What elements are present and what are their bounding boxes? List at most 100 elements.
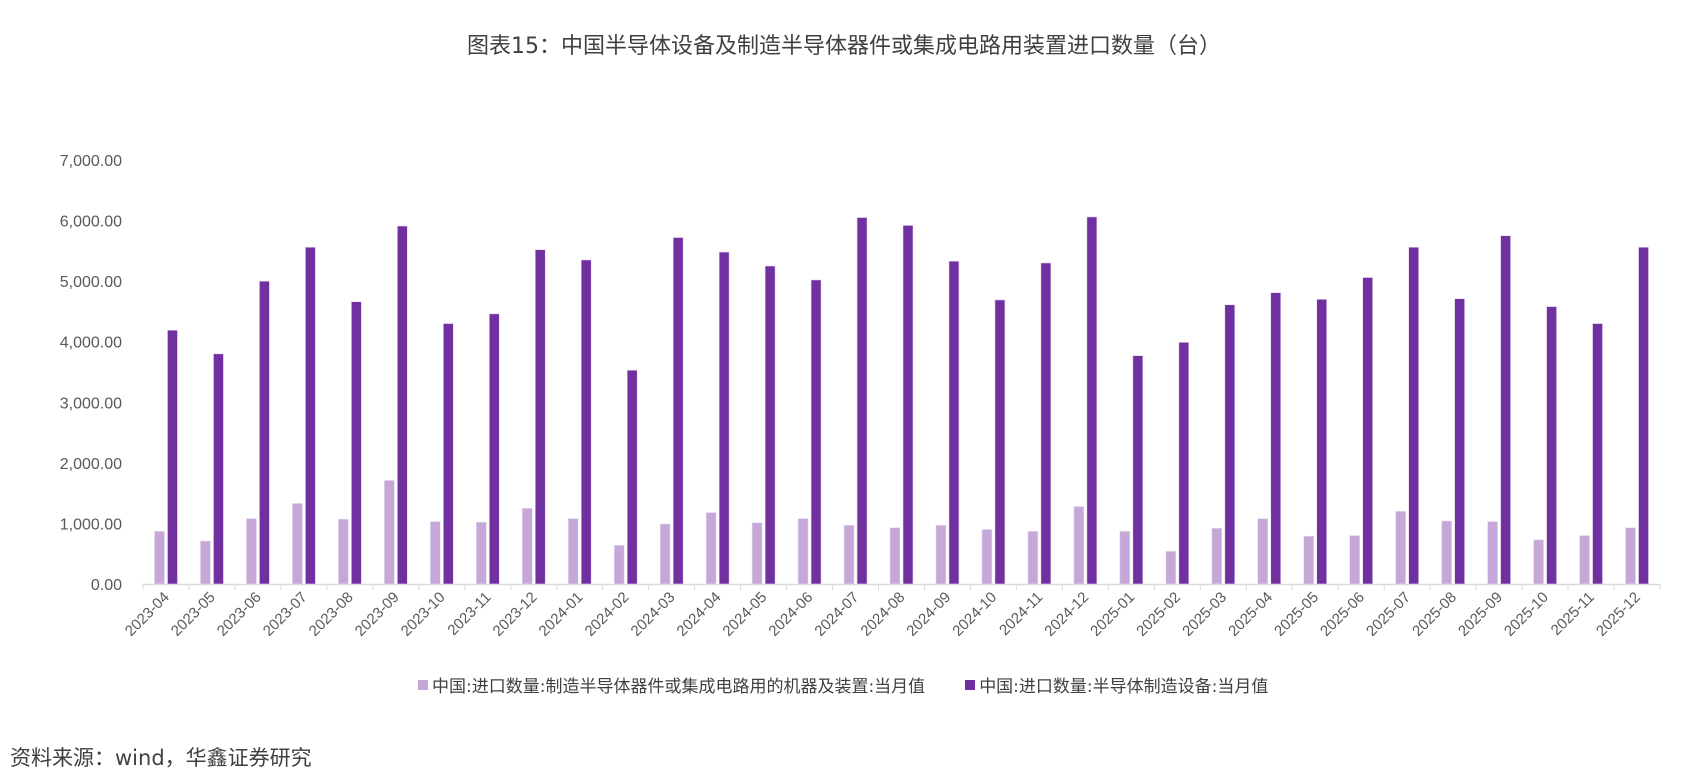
bar-devices bbox=[1165, 550, 1177, 585]
bar-equipment bbox=[948, 260, 960, 585]
x-tick-label: 2023-06 bbox=[214, 589, 265, 640]
x-tick-label: 2025-09 bbox=[1455, 589, 1506, 640]
bar-equipment bbox=[1270, 292, 1282, 585]
x-tick-label: 2024-08 bbox=[857, 589, 908, 640]
bar-equipment bbox=[167, 329, 178, 585]
x-tick-label: 2025-11 bbox=[1548, 589, 1598, 639]
bar-devices bbox=[200, 540, 211, 585]
x-tick-label: 2025-12 bbox=[1593, 589, 1644, 640]
y-tick-label: 1,000.00 bbox=[60, 516, 122, 533]
bar-devices bbox=[1027, 531, 1039, 585]
bar-devices bbox=[1625, 527, 1636, 585]
x-tick-label: 2025-07 bbox=[1363, 589, 1414, 640]
source-note: 资料来源：wind，华鑫证券研究 bbox=[10, 746, 312, 770]
bar-devices bbox=[154, 531, 165, 585]
x-tick-label: 2025-05 bbox=[1271, 589, 1322, 640]
x-tick-label: 2024-03 bbox=[628, 589, 679, 640]
bar-equipment bbox=[856, 217, 868, 585]
bar-equipment bbox=[902, 225, 914, 585]
x-tick-label: 2024-11 bbox=[996, 589, 1046, 639]
bar-devices bbox=[475, 521, 487, 585]
bar-devices bbox=[797, 518, 809, 585]
bar-devices bbox=[1211, 527, 1223, 585]
bar-equipment bbox=[488, 313, 500, 585]
bar-devices bbox=[246, 518, 257, 585]
bar-equipment bbox=[1316, 299, 1328, 585]
bar-equipment bbox=[994, 299, 1006, 585]
legend-item-equipment: 中国:进口数量:半导体制造设备:当月值 bbox=[965, 672, 1268, 697]
x-tick-label: 2024-01 bbox=[536, 589, 587, 640]
y-tick-label: 3,000.00 bbox=[60, 395, 122, 412]
bar-devices bbox=[613, 544, 625, 585]
x-tick-label: 2023-07 bbox=[260, 589, 311, 640]
y-tick-label: 2,000.00 bbox=[60, 456, 122, 473]
bar-devices bbox=[935, 524, 947, 585]
bar-devices bbox=[705, 512, 717, 585]
bar-devices bbox=[338, 518, 349, 585]
y-tick-label: 5,000.00 bbox=[60, 274, 122, 291]
bar-equipment bbox=[718, 251, 730, 585]
x-tick-label: 2025-03 bbox=[1179, 589, 1230, 640]
bar-equipment bbox=[1546, 306, 1557, 585]
bar-equipment bbox=[1178, 342, 1190, 585]
legend: 中国:进口数量:制造半导体器件或集成电路用的机器及装置:当月值 中国:进口数量:… bbox=[418, 672, 1268, 697]
bar-equipment bbox=[810, 279, 822, 585]
bar-equipment bbox=[672, 237, 684, 585]
legend-swatch-light bbox=[418, 679, 428, 690]
bar-devices bbox=[889, 527, 901, 585]
bar-devices bbox=[659, 523, 671, 585]
x-tick-label: 2024-06 bbox=[765, 589, 816, 640]
x-tick-label: 2025-08 bbox=[1409, 589, 1460, 640]
x-tick-label: 2025-01 bbox=[1087, 589, 1138, 640]
x-tick-label: 2023-09 bbox=[352, 589, 403, 640]
bar-equipment bbox=[626, 369, 638, 585]
x-tick-label: 2023-04 bbox=[122, 589, 173, 640]
bar-devices bbox=[1579, 535, 1590, 585]
bar-equipment bbox=[534, 249, 546, 585]
bar-equipment bbox=[1592, 323, 1603, 585]
x-tick-label: 2024-02 bbox=[582, 589, 633, 640]
y-tick-label: 7,000.00 bbox=[60, 153, 122, 170]
bar-equipment bbox=[259, 280, 270, 585]
bar-devices bbox=[1257, 518, 1269, 585]
x-tick-label: 2023-12 bbox=[490, 589, 541, 640]
bar-devices bbox=[1441, 520, 1452, 585]
bar-devices bbox=[1303, 535, 1315, 585]
x-tick-label: 2024-07 bbox=[811, 589, 862, 640]
bar-equipment bbox=[443, 323, 454, 585]
bar-devices bbox=[430, 521, 441, 585]
bar-equipment bbox=[1362, 277, 1373, 585]
bar-devices bbox=[384, 480, 395, 585]
bar-equipment bbox=[1132, 355, 1144, 585]
legend-swatch-dark bbox=[965, 679, 976, 690]
x-tick-label: 2025-06 bbox=[1317, 589, 1368, 640]
x-tick-label: 2023-08 bbox=[306, 589, 357, 640]
x-tick-label: 2024-04 bbox=[673, 589, 724, 640]
bar-equipment bbox=[1040, 262, 1052, 585]
x-tick-label: 2025-02 bbox=[1133, 589, 1184, 640]
bar-equipment bbox=[1408, 246, 1419, 585]
legend-label: 中国:进口数量:半导体制造设备:当月值 bbox=[979, 677, 1269, 697]
bar-devices bbox=[981, 529, 993, 585]
bar-devices bbox=[521, 507, 533, 585]
bar-equipment bbox=[1224, 304, 1236, 585]
legend-item-devices: 中国:进口数量:制造半导体器件或集成电路用的机器及装置:当月值 bbox=[418, 672, 925, 697]
bar-equipment bbox=[1086, 216, 1098, 585]
x-tick-label: 2024-09 bbox=[903, 589, 954, 640]
bar-devices bbox=[1533, 539, 1544, 585]
bar-equipment bbox=[351, 301, 362, 585]
chart-title: 图表15：中国半导体设备及制造半导体器件或集成电路用装置进口数量（台） bbox=[467, 34, 1221, 59]
bar-equipment bbox=[397, 225, 408, 585]
bar-equipment bbox=[213, 353, 224, 585]
bar-equipment bbox=[764, 265, 776, 585]
bar-devices bbox=[292, 503, 303, 585]
bar-chart: 0.00 1,000.00 2,000.00 3,000.00 4,000.00 5,00… bbox=[60, 153, 1661, 640]
x-tick-label: 2024-10 bbox=[949, 589, 1000, 640]
x-tick-label: 2024-12 bbox=[1041, 589, 1092, 640]
y-tick-label: 0.00 bbox=[91, 577, 122, 594]
bar-equipment bbox=[1638, 246, 1649, 585]
bar-devices bbox=[1395, 511, 1406, 585]
x-tick-label: 2025-10 bbox=[1501, 589, 1552, 640]
x-tick-label: 2024-05 bbox=[719, 589, 770, 640]
bar-devices bbox=[567, 518, 579, 585]
